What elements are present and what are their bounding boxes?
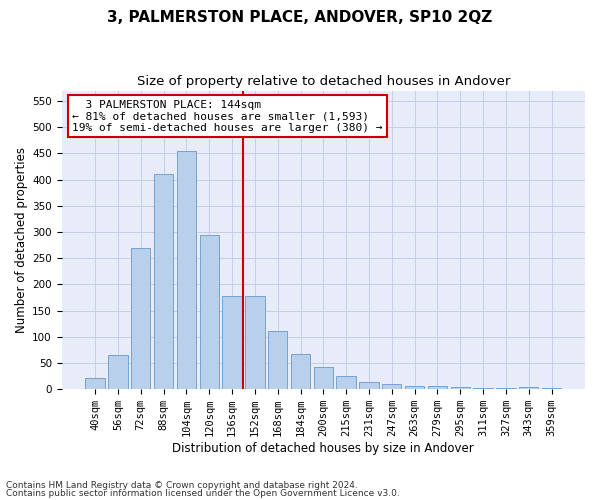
Bar	[314, 366, 333, 389]
Bar	[451, 387, 470, 389]
Title: Size of property relative to detached houses in Andover: Size of property relative to detached ho…	[137, 75, 510, 88]
Bar	[542, 388, 561, 389]
Bar	[405, 386, 424, 389]
Text: Contains public sector information licensed under the Open Government Licence v3: Contains public sector information licen…	[6, 488, 400, 498]
Bar	[337, 376, 356, 389]
Bar	[177, 151, 196, 389]
Bar	[473, 388, 493, 389]
Y-axis label: Number of detached properties: Number of detached properties	[15, 147, 28, 333]
Bar	[154, 174, 173, 389]
Bar	[359, 382, 379, 389]
Text: 3, PALMERSTON PLACE, ANDOVER, SP10 2QZ: 3, PALMERSTON PLACE, ANDOVER, SP10 2QZ	[107, 10, 493, 25]
Bar	[428, 386, 447, 389]
Bar	[223, 296, 242, 389]
Bar	[291, 354, 310, 389]
Text: 3 PALMERSTON PLACE: 144sqm  
← 81% of detached houses are smaller (1,593)
19% of: 3 PALMERSTON PLACE: 144sqm ← 81% of deta…	[72, 100, 383, 132]
Text: Contains HM Land Registry data © Crown copyright and database right 2024.: Contains HM Land Registry data © Crown c…	[6, 481, 358, 490]
X-axis label: Distribution of detached houses by size in Andover: Distribution of detached houses by size …	[172, 442, 474, 455]
Bar	[496, 388, 515, 389]
Bar	[382, 384, 401, 389]
Bar	[85, 378, 105, 389]
Bar	[245, 296, 265, 389]
Bar	[200, 234, 219, 389]
Bar	[519, 386, 538, 389]
Bar	[268, 330, 287, 389]
Bar	[131, 248, 151, 389]
Bar	[108, 355, 128, 389]
